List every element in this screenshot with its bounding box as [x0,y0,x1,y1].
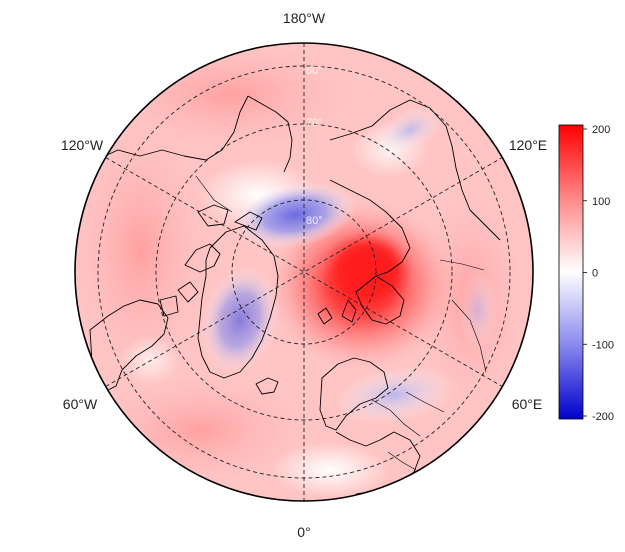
negative-anomaly-arctic [233,181,357,249]
neutral-zone-3 [120,335,180,385]
country-borders [195,175,487,471]
longitude-label-120e: 120°E [509,137,547,153]
colorbar-tick-label: 0 [592,268,598,280]
iceland-coast [255,377,279,395]
positive-belt-north [100,43,360,150]
colorbar-ticks: 200 100 0 -100 -200 [583,124,614,423]
alaska-coast [247,95,293,173]
colorbar-frame [558,124,584,420]
colorbar-tick-label: -100 [592,339,614,351]
positive-anomaly-core [334,240,402,300]
greenland-coast [197,225,279,379]
graticule [97,43,511,501]
meridian-120w-60e [105,157,503,387]
colorbar-tick-label: 100 [592,196,610,208]
svalbard-coast [317,307,333,325]
colorbar-gradient [559,125,583,419]
canadian-archipelago-coast [159,204,263,317]
longitude-label-60w: 60°W [63,396,98,412]
siberia-coast [329,99,501,277]
negative-anomaly-scandinavia [333,365,457,425]
neutral-zone-2 [270,442,390,498]
negative-anomaly-greenland [200,265,280,375]
colorbar-tick-label: -200 [592,411,614,423]
negative-anomaly-chukotka [376,106,444,154]
kara-barents-coast [341,275,405,325]
positive-belt-west [75,120,210,380]
latitude-label-80: 80° [306,215,323,227]
latitude-label-60: 60° [306,65,323,77]
scandinavia-coast [319,357,389,431]
negative-anomaly-siberia [458,270,498,350]
latitude-circle-70 [155,123,453,421]
latitude-label-70: 70° [306,117,323,129]
longitude-label-180w: 180°W [283,10,326,26]
colorbar: 200 100 0 -100 -200 [558,124,614,423]
longitude-label-0: 0° [297,524,310,540]
anomaly-field [75,43,533,501]
map-boundary [74,42,534,502]
colorbar-tick-label: 200 [592,124,610,136]
meridian-60w-120e [105,157,503,387]
longitude-label-60e: 60°E [512,396,543,412]
longitude-label-120w: 120°W [61,137,104,153]
